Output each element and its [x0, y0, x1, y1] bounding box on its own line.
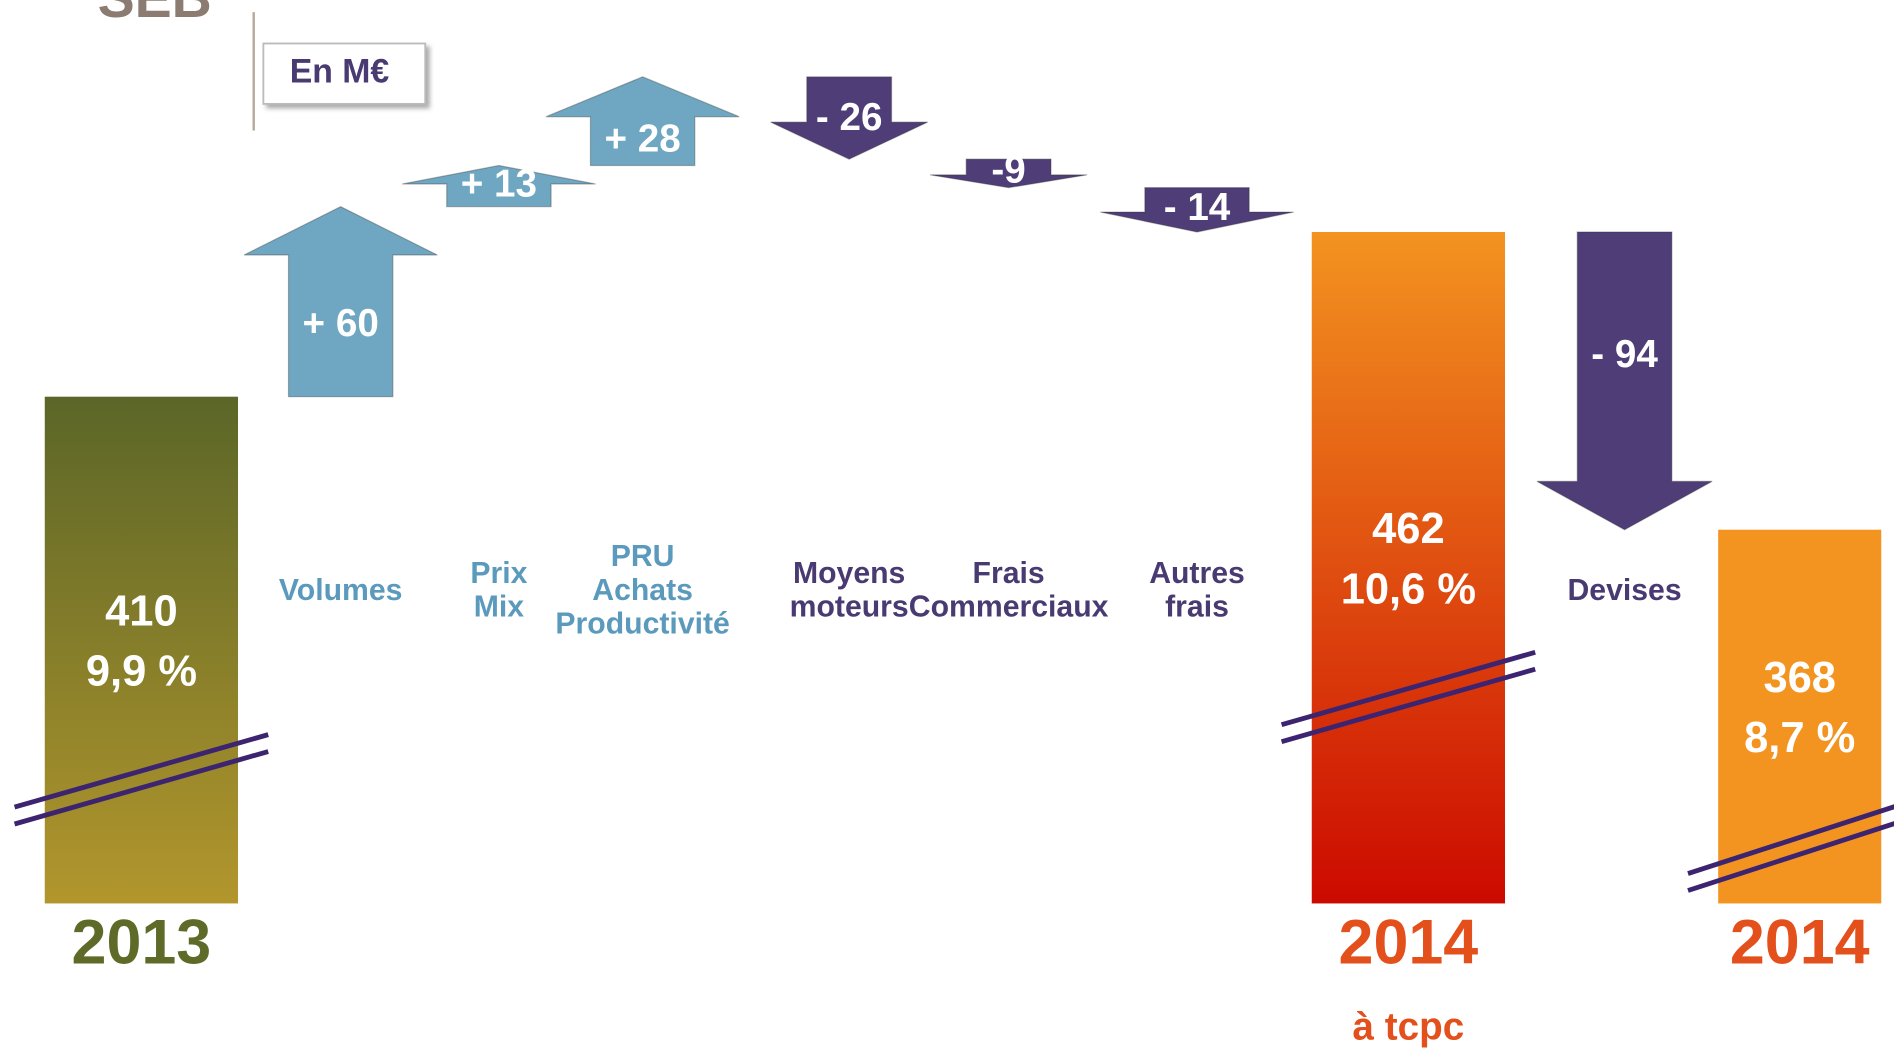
axis-break: [13, 749, 269, 827]
delta-arrow: [402, 164, 596, 208]
category-label: Achats: [592, 574, 693, 607]
delta-arrow: [1100, 187, 1294, 233]
delta-arrow: [545, 76, 740, 167]
category-label: 2014: [1339, 908, 1479, 978]
category-label: Frais: [973, 557, 1045, 590]
unit-label: En M€: [290, 53, 390, 91]
value-label: + 13: [461, 163, 537, 206]
category-label: frais: [1165, 591, 1229, 624]
category-label: Mix: [474, 591, 525, 624]
category-label: moteurs: [790, 591, 909, 624]
category-label: Prix: [470, 557, 527, 590]
delta-arrow: [243, 205, 438, 398]
value-label: + 28: [604, 117, 680, 160]
category-label: 2014: [1730, 908, 1870, 978]
value-label: -9: [991, 149, 1025, 192]
value-label: - 94: [1591, 333, 1658, 376]
total-bar: [1311, 232, 1506, 904]
delta-arrow: [1536, 231, 1713, 531]
category-label: Commerciaux: [909, 591, 1109, 624]
total-bar: [44, 396, 239, 904]
total-bar: [1718, 529, 1882, 904]
value-label: 410: [105, 587, 178, 635]
axis-break: [1687, 804, 1894, 876]
category-label: Productivité: [555, 608, 729, 641]
category-label: à tcpc: [1353, 1005, 1465, 1048]
category-label: Volumes: [279, 574, 403, 607]
value-label: 462: [1372, 505, 1445, 553]
category-label: Autres: [1149, 557, 1245, 590]
delta-arrow: [929, 158, 1088, 189]
axis-break: [1280, 666, 1536, 744]
axis-break: [13, 732, 269, 810]
margin-label: 10,6 %: [1341, 565, 1476, 613]
category-label: PRU: [611, 540, 675, 573]
margin-label: 9,9 %: [86, 648, 197, 696]
delta-arrow: [770, 76, 928, 160]
value-label: + 60: [303, 302, 379, 345]
value-label: - 26: [816, 96, 883, 139]
margin-label: 8,7 %: [1744, 714, 1855, 762]
axis-break: [1280, 649, 1536, 728]
category-label: Moyens: [793, 557, 905, 590]
logo: SEB: [98, 0, 212, 29]
unit-box: [262, 42, 427, 105]
value-label: 368: [1763, 654, 1836, 702]
category-label: Devises: [1568, 574, 1682, 607]
value-label: - 14: [1164, 186, 1231, 229]
category-label: 2013: [72, 908, 212, 978]
axis-break: [1687, 821, 1894, 893]
